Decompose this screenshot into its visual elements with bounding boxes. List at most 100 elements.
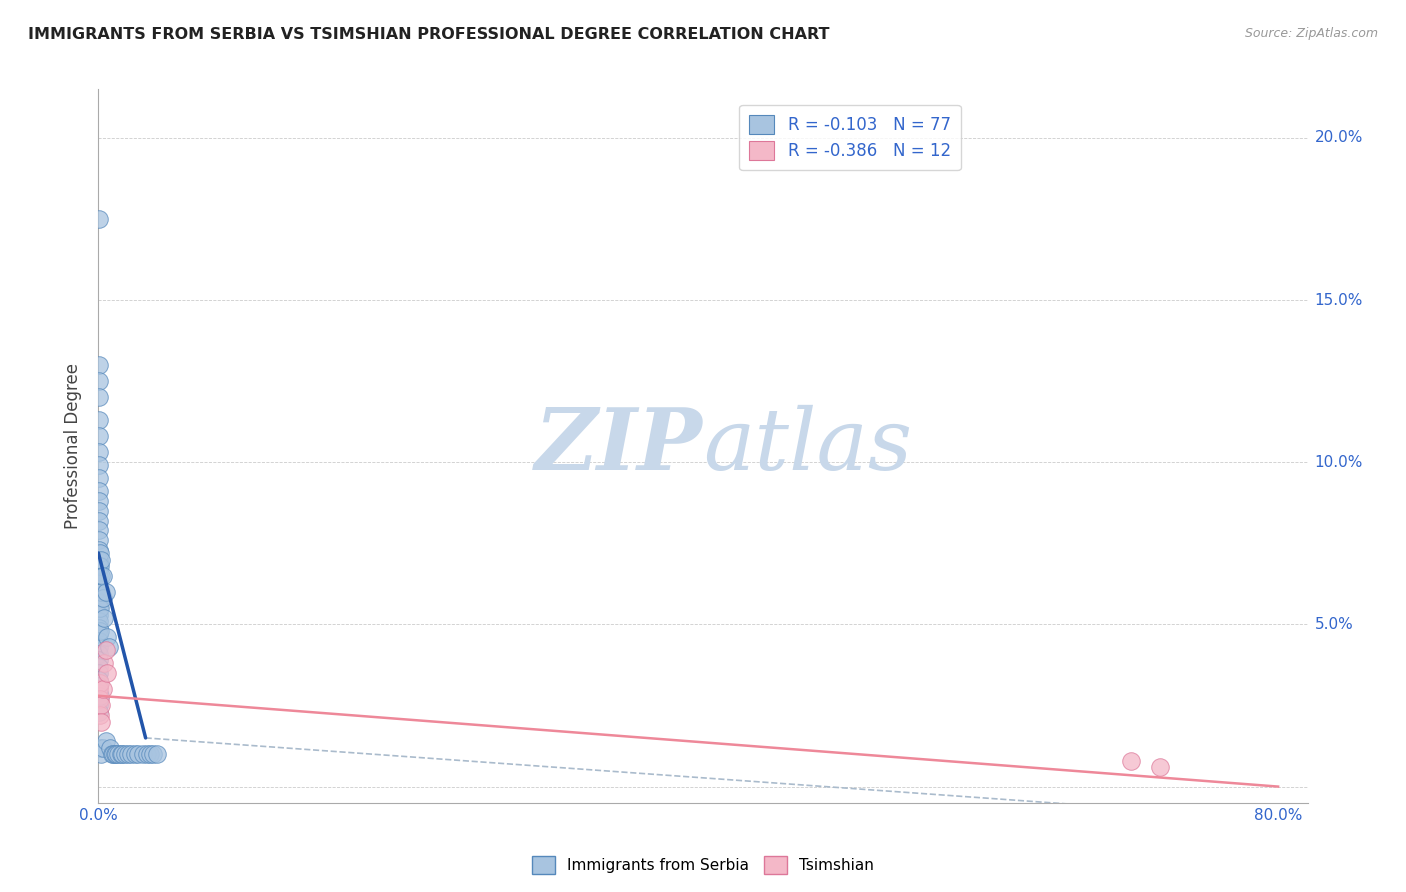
Point	[89, 458, 111, 473]
Point	[89, 708, 111, 723]
Point	[89, 358, 111, 372]
Text: 5.0%: 5.0%	[1315, 617, 1354, 632]
Point	[127, 747, 149, 761]
Point	[104, 747, 127, 761]
Point	[89, 524, 111, 538]
Legend: Immigrants from Serbia, Tsimshian: Immigrants from Serbia, Tsimshian	[526, 850, 880, 880]
Point	[110, 747, 132, 761]
Point	[96, 666, 118, 681]
Point	[89, 633, 111, 648]
Point	[89, 601, 111, 615]
Point	[89, 445, 111, 459]
Point	[89, 211, 111, 226]
Point	[90, 552, 112, 566]
Text: ZIP: ZIP	[536, 404, 703, 488]
Point	[146, 747, 169, 761]
Point	[89, 559, 111, 574]
Text: IMMIGRANTS FROM SERBIA VS TSIMSHIAN PROFESSIONAL DEGREE CORRELATION CHART: IMMIGRANTS FROM SERBIA VS TSIMSHIAN PROF…	[28, 27, 830, 42]
Text: 10.0%: 10.0%	[1315, 455, 1362, 470]
Point	[136, 747, 159, 761]
Point	[89, 494, 111, 508]
Point	[90, 585, 112, 599]
Point	[89, 374, 111, 388]
Point	[98, 740, 121, 755]
Point	[89, 585, 111, 599]
Point	[89, 653, 111, 667]
Point	[89, 607, 111, 622]
Point	[139, 747, 162, 761]
Point	[101, 747, 124, 761]
Point	[131, 747, 153, 761]
Point	[114, 747, 136, 761]
Point	[89, 679, 111, 693]
Point	[89, 689, 111, 703]
Point	[89, 692, 111, 706]
Point	[89, 533, 111, 547]
Point	[89, 484, 111, 499]
Text: 15.0%: 15.0%	[1315, 293, 1362, 308]
Point	[90, 698, 112, 713]
Point	[89, 614, 111, 628]
Point	[89, 659, 111, 673]
Point	[94, 643, 117, 657]
Point	[89, 666, 111, 681]
Point	[89, 471, 111, 485]
Point	[89, 542, 111, 557]
Point	[97, 640, 120, 654]
Text: 20.0%: 20.0%	[1315, 130, 1362, 145]
Point	[96, 631, 118, 645]
Point	[100, 747, 122, 761]
Point	[89, 705, 111, 719]
Point	[89, 429, 111, 443]
Point	[89, 504, 111, 518]
Point	[93, 611, 115, 625]
Point	[124, 747, 146, 761]
Point	[89, 640, 111, 654]
Point	[91, 591, 114, 606]
Y-axis label: Professional Degree: Professional Degree	[65, 363, 83, 529]
Point	[105, 747, 128, 761]
Point	[1149, 760, 1171, 774]
Point	[89, 546, 111, 560]
Point	[89, 601, 111, 615]
Point	[117, 747, 139, 761]
Point	[89, 575, 111, 590]
Point	[94, 734, 117, 748]
Point	[89, 682, 111, 697]
Point	[89, 582, 111, 596]
Point	[89, 621, 111, 635]
Point	[89, 413, 111, 427]
Point	[91, 568, 114, 582]
Point	[89, 675, 111, 690]
Point	[89, 685, 111, 699]
Point	[90, 568, 112, 582]
Point	[89, 647, 111, 661]
Point	[89, 595, 111, 609]
Point	[142, 747, 165, 761]
Point	[89, 624, 111, 638]
Point	[120, 747, 142, 761]
Point	[90, 714, 112, 729]
Point	[91, 682, 114, 697]
Legend: R = -0.103   N = 77, R = -0.386   N = 12: R = -0.103 N = 77, R = -0.386 N = 12	[740, 104, 960, 169]
Point	[89, 740, 111, 755]
Point	[1119, 754, 1142, 768]
Point	[91, 740, 114, 755]
Text: atlas: atlas	[703, 405, 912, 487]
Text: Source: ZipAtlas.com: Source: ZipAtlas.com	[1244, 27, 1378, 40]
Point	[89, 673, 111, 687]
Point	[89, 588, 111, 602]
Point	[89, 698, 111, 713]
Point	[94, 585, 117, 599]
Point	[89, 627, 111, 641]
Point	[93, 657, 115, 671]
Point	[89, 559, 111, 574]
Point	[89, 514, 111, 528]
Point	[89, 568, 111, 582]
Point	[89, 552, 111, 566]
Point	[107, 747, 129, 761]
Point	[89, 390, 111, 404]
Point	[111, 747, 134, 761]
Point	[90, 747, 112, 761]
Point	[89, 692, 111, 706]
